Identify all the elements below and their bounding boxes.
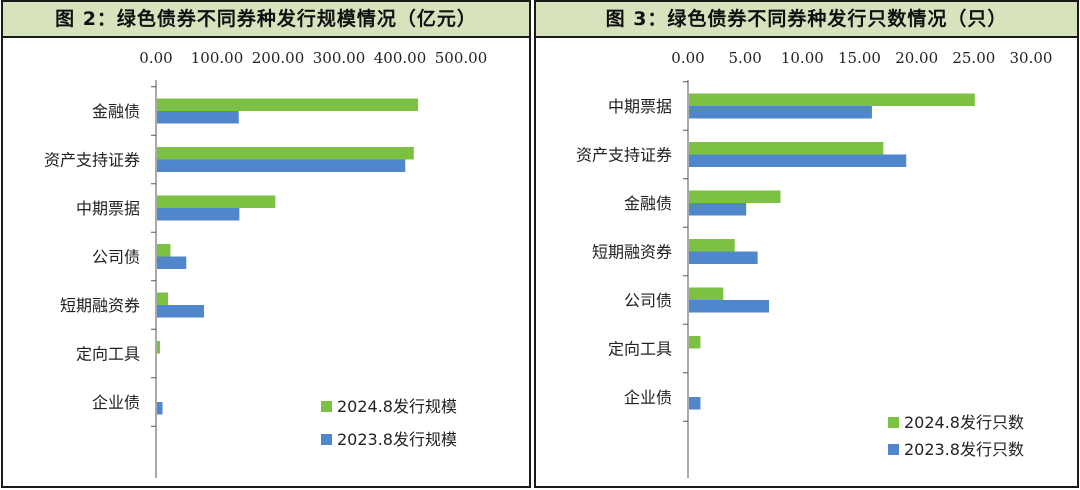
x-tick-label: 200.00 xyxy=(252,49,305,67)
bar xyxy=(689,336,701,349)
bar-chart-scale: 0.00 100.00 200.00 300.00 400.00 500.00 金融债资产支… xyxy=(44,49,488,478)
x-tick-label: 0.00 xyxy=(139,49,172,67)
x-tick-label: 500.00 xyxy=(435,49,488,67)
bar-chart-count: 0.00 5.00 10.00 15.00 20.00 25.00 30.00 中期票据资产支… xyxy=(576,49,1053,478)
legend-swatch xyxy=(321,434,332,445)
bar xyxy=(157,111,239,124)
legend-label: 2023.8发行只数 xyxy=(904,440,1024,459)
category-label: 短期融资券 xyxy=(60,296,140,315)
x-tick-label: 5.00 xyxy=(728,49,761,67)
x-tick-label: 30.00 xyxy=(1010,49,1053,67)
bar xyxy=(689,239,735,252)
bar xyxy=(157,147,414,160)
category-label: 金融债 xyxy=(624,194,672,213)
bar xyxy=(689,190,781,203)
bar xyxy=(689,300,770,313)
bar xyxy=(157,341,161,354)
bar xyxy=(689,251,758,264)
legend-swatch xyxy=(888,417,899,428)
bar xyxy=(157,292,168,305)
x-tick-label: 0.00 xyxy=(671,49,704,67)
category-label: 资产支持证券 xyxy=(44,151,140,170)
bar xyxy=(689,154,907,167)
bar xyxy=(157,159,406,172)
bar xyxy=(689,142,884,155)
category-label: 金融债 xyxy=(92,102,140,121)
category-label: 企业债 xyxy=(624,388,672,407)
x-tick-label: 100.00 xyxy=(191,49,244,67)
x-tick-label: 25.00 xyxy=(952,49,995,67)
bar xyxy=(689,203,747,216)
category-label: 企业债 xyxy=(92,393,140,412)
x-tick-label: 20.00 xyxy=(895,49,938,67)
chart-title: 图 2：绿色债券不同券种发行规模情况（亿元） xyxy=(3,2,529,38)
bar xyxy=(689,397,701,410)
bar xyxy=(689,106,872,119)
legend-label: 2024.8发行规模 xyxy=(337,397,457,416)
bar xyxy=(157,208,240,221)
bar xyxy=(157,244,171,257)
bar xyxy=(689,93,975,106)
chart-panel-scale: 图 2：绿色债券不同券种发行规模情况（亿元） 0.00 100.00 200.00 3… xyxy=(1,0,531,488)
bar xyxy=(157,305,204,318)
x-tick-label: 400.00 xyxy=(374,49,427,67)
category-label: 定向工具 xyxy=(76,345,140,364)
category-label: 中期票据 xyxy=(608,97,672,116)
bar xyxy=(157,256,187,269)
bar xyxy=(157,98,419,111)
bar xyxy=(689,287,724,300)
x-tick-label: 15.00 xyxy=(838,49,881,67)
category-label: 短期融资券 xyxy=(592,243,672,262)
category-label: 资产支持证券 xyxy=(576,146,672,165)
legend-swatch xyxy=(888,444,899,455)
bar xyxy=(157,195,276,208)
legend-label: 2024.8发行只数 xyxy=(904,413,1024,432)
bar xyxy=(157,402,163,415)
chart-panel-count: 图 3：绿色债券不同券种发行只数情况（只） 0.00 5.00 10.00 15.00… xyxy=(534,0,1079,488)
category-label: 公司债 xyxy=(624,291,672,310)
legend-swatch xyxy=(321,401,332,412)
x-tick-label: 10.00 xyxy=(781,49,824,67)
category-label: 中期票据 xyxy=(76,199,140,218)
category-label: 定向工具 xyxy=(608,340,672,359)
category-label: 公司债 xyxy=(92,248,140,267)
legend-label: 2023.8发行规模 xyxy=(337,430,457,449)
x-tick-label: 300.00 xyxy=(313,49,366,67)
chart-title: 图 3：绿色债券不同券种发行只数情况（只） xyxy=(536,2,1077,38)
